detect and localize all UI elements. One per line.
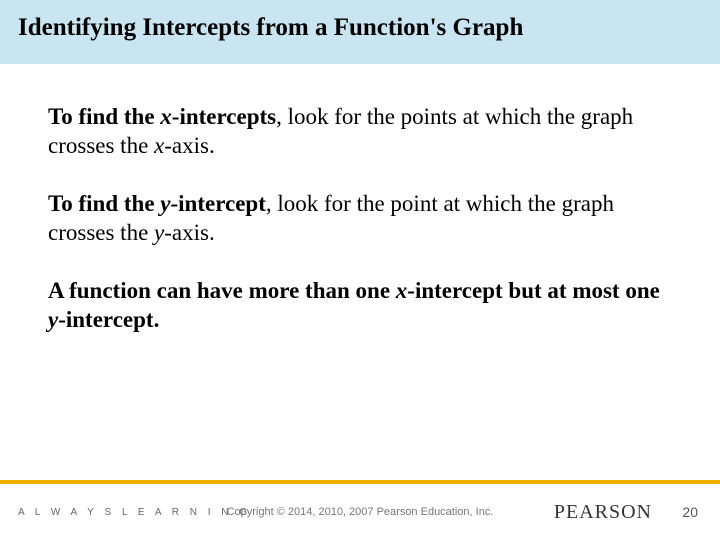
y-var: y — [48, 307, 58, 332]
paragraph-x-intercepts: To find the x-intercepts, look for the p… — [48, 102, 672, 161]
text-run: -intercepts — [172, 104, 276, 129]
paragraph-rule: A function can have more than one x-inte… — [48, 276, 672, 335]
footer: A L W A Y S L E A R N I N G Copyright © … — [0, 484, 720, 540]
text-run: A function can have more than one — [48, 278, 396, 303]
p2-lead: To find the y-intercept — [48, 191, 266, 216]
paragraph-y-intercept: To find the y-intercept, look for the po… — [48, 189, 672, 248]
text-run: To find the — [48, 104, 160, 129]
text-run: To find the — [48, 191, 160, 216]
p1-lead: To find the x-intercepts — [48, 104, 276, 129]
slide-title: Identifying Intercepts from a Function's… — [18, 14, 702, 42]
slide: { "colors": { "title_band_bg": "#cae5f2"… — [0, 0, 720, 540]
page-number: 20 — [682, 504, 698, 520]
x-var: x — [160, 104, 172, 129]
text-run: -axis. — [164, 220, 214, 245]
text-run: -intercept. — [58, 307, 159, 332]
title-band: Identifying Intercepts from a Function's… — [0, 0, 720, 64]
text-run: -axis. — [164, 133, 214, 158]
text-run: -intercept — [171, 191, 266, 216]
x-var: x — [396, 278, 408, 303]
pearson-logo-text: PEARSON — [554, 501, 652, 524]
y-var: y — [154, 220, 164, 245]
x-var: x — [154, 133, 164, 158]
y-var: y — [160, 191, 170, 216]
slide-body: To find the x-intercepts, look for the p… — [0, 64, 720, 335]
text-run: -intercept but at most one — [407, 278, 660, 303]
